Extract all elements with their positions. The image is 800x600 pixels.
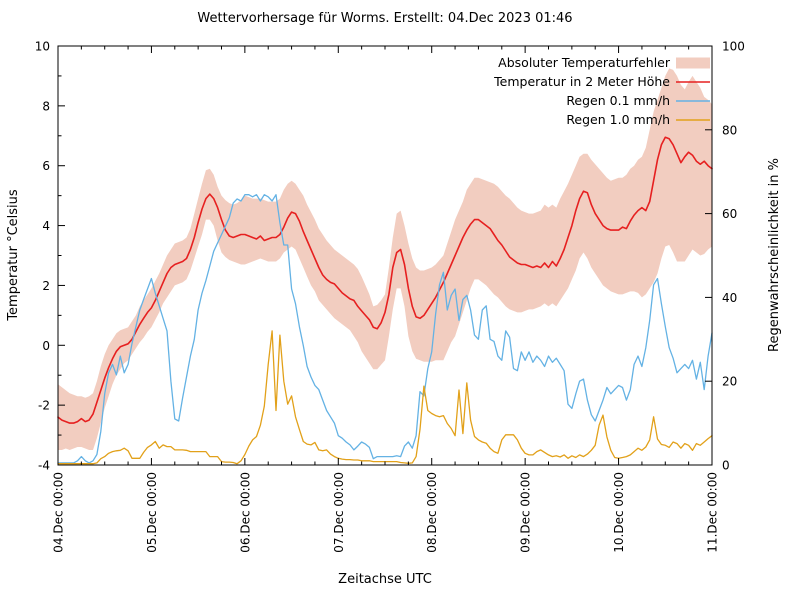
y-left-axis-label: Temperatur °Celsius (6, 189, 21, 322)
legend-label-0: Absoluter Temperaturfehler (498, 55, 671, 70)
x-tick-label: 07.Dec 00:00 (332, 472, 346, 553)
rain-01-line (57, 194, 713, 464)
legend-swatch-band (676, 57, 710, 69)
x-tick-label: 06.Dec 00:00 (238, 472, 252, 553)
temperature-line (57, 136, 713, 424)
y-right-tick-label: 100 (722, 40, 745, 54)
y-right-tick-label: 40 (722, 291, 737, 305)
y-left-tick-label: 8 (42, 99, 50, 113)
y-right-tick-label: 60 (722, 207, 737, 221)
y-right-tick-label: 0 (722, 459, 730, 473)
y-left-tick-label: -2 (38, 399, 50, 413)
y-right-tick-label: 20 (722, 375, 737, 389)
x-tick-label: 05.Dec 00:00 (145, 472, 159, 553)
temperature-error-band (58, 68, 712, 451)
chart-title: Wettervorhersage für Worms. Erstellt: 04… (197, 11, 572, 26)
y-left-tick-label: 10 (35, 40, 50, 54)
x-tick-label: 04.Dec 00:00 (52, 472, 66, 553)
x-tick-label: 08.Dec 00:00 (425, 472, 439, 553)
y-left-tick-label: 0 (42, 339, 50, 353)
legend-label-3: Regen 1.0 mm/h (566, 112, 670, 127)
y-right-tick-label: 80 (722, 123, 737, 137)
y-left-tick-label: -4 (38, 459, 50, 473)
y-left-tick-label: 6 (42, 159, 50, 173)
y-left-tick-label: 2 (42, 279, 50, 293)
y-left-tick-label: 4 (42, 219, 50, 233)
x-tick-label: 09.Dec 00:00 (519, 472, 533, 553)
x-tick-label: 11.Dec 00:00 (706, 472, 720, 553)
x-axis-label: Zeitachse UTC (338, 572, 432, 587)
legend-label-2: Regen 0.1 mm/h (566, 93, 670, 108)
x-tick-label: 10.Dec 00:00 (612, 472, 626, 553)
y-right-axis-label: Regenwahrscheinlichkeit in % (767, 158, 782, 352)
legend-label-1: Temperatur in 2 Meter Höhe (493, 74, 670, 89)
